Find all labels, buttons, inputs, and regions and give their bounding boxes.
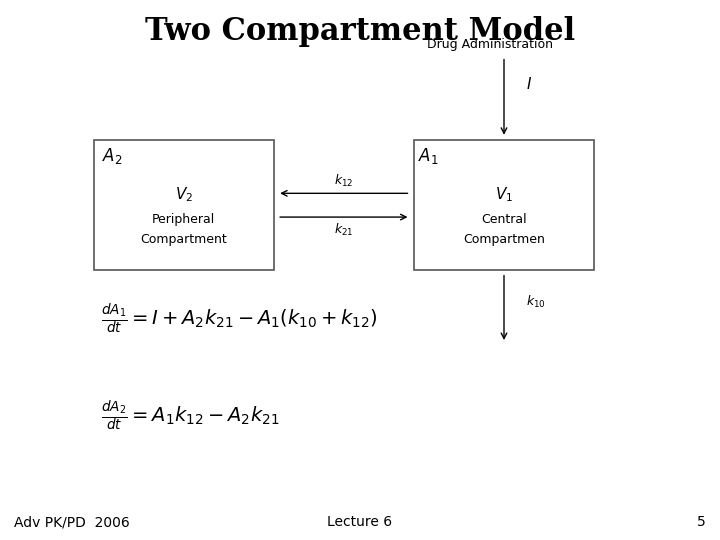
Text: $A_2$: $A_2$ xyxy=(102,146,122,166)
Text: Compartmen: Compartmen xyxy=(463,233,545,246)
Text: $k_{21}$: $k_{21}$ xyxy=(334,221,354,238)
Text: $\frac{dA_1}{dt} = I + A_2 k_{21} - A_1(k_{10} + k_{12})$: $\frac{dA_1}{dt} = I + A_2 k_{21} - A_1(… xyxy=(101,301,377,336)
Text: Peripheral: Peripheral xyxy=(152,213,215,226)
Text: $V_2$: $V_2$ xyxy=(174,185,193,204)
Text: Lecture 6: Lecture 6 xyxy=(328,515,392,529)
Text: 5: 5 xyxy=(697,515,706,529)
Text: $k_{10}$: $k_{10}$ xyxy=(526,294,546,310)
Text: Two Compartment Model: Two Compartment Model xyxy=(145,16,575,47)
Bar xyxy=(414,140,594,270)
Text: $V_1$: $V_1$ xyxy=(495,185,513,204)
Text: Central: Central xyxy=(481,213,527,226)
Bar xyxy=(94,140,274,270)
Text: Compartment: Compartment xyxy=(140,233,227,246)
Text: Drug Administration: Drug Administration xyxy=(426,38,552,51)
Text: $A_1$: $A_1$ xyxy=(418,146,438,166)
Text: Adv PK/PD  2006: Adv PK/PD 2006 xyxy=(14,515,130,529)
Text: $\frac{dA_2}{dt} = A_1 k_{12} - A_2 k_{21}$: $\frac{dA_2}{dt} = A_1 k_{12} - A_2 k_{2… xyxy=(101,399,279,433)
Text: $k_{12}$: $k_{12}$ xyxy=(334,173,354,189)
Text: $I$: $I$ xyxy=(526,76,531,92)
